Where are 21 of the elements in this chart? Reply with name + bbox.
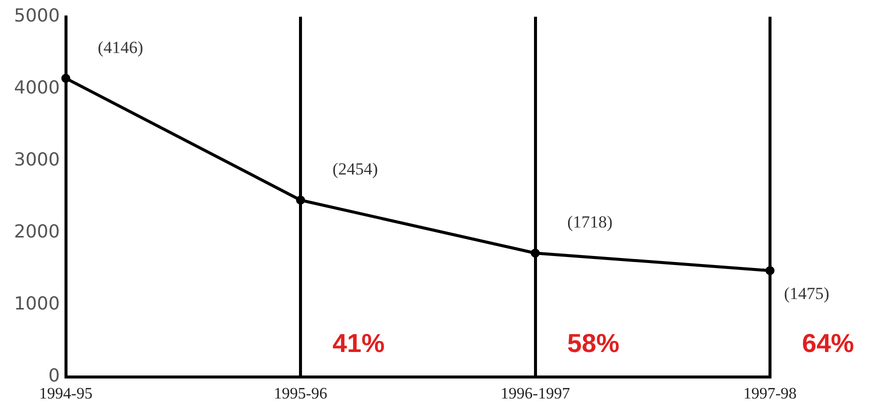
y-tick-label: 5000 [14, 5, 60, 26]
data-label: (1475) [784, 284, 830, 304]
y-tick-label: 0 [48, 365, 60, 386]
point [530, 248, 540, 258]
point [61, 74, 70, 83]
x-tick-label: 1995-96 [274, 386, 328, 403]
data-label: (4146) [98, 38, 144, 57]
data-label: (1718) [567, 212, 613, 232]
point [296, 196, 306, 205]
y-tick-label: 3000 [14, 149, 60, 170]
annotation: 58% [567, 328, 620, 358]
annotation: 41% [332, 328, 385, 358]
text: 64% [802, 328, 854, 358]
y-tick-label: 1000 [14, 293, 60, 314]
data-label: (2454) [332, 160, 378, 179]
x-tick-label: 1994-95 [39, 386, 92, 403]
x-tick-label: 1997-98 [743, 386, 797, 403]
y-tick-label: 4000 [14, 77, 60, 98]
point [766, 266, 774, 276]
x-tick-label: 1996-1997 [500, 386, 570, 403]
y-tick-label: 2000 [14, 221, 60, 242]
